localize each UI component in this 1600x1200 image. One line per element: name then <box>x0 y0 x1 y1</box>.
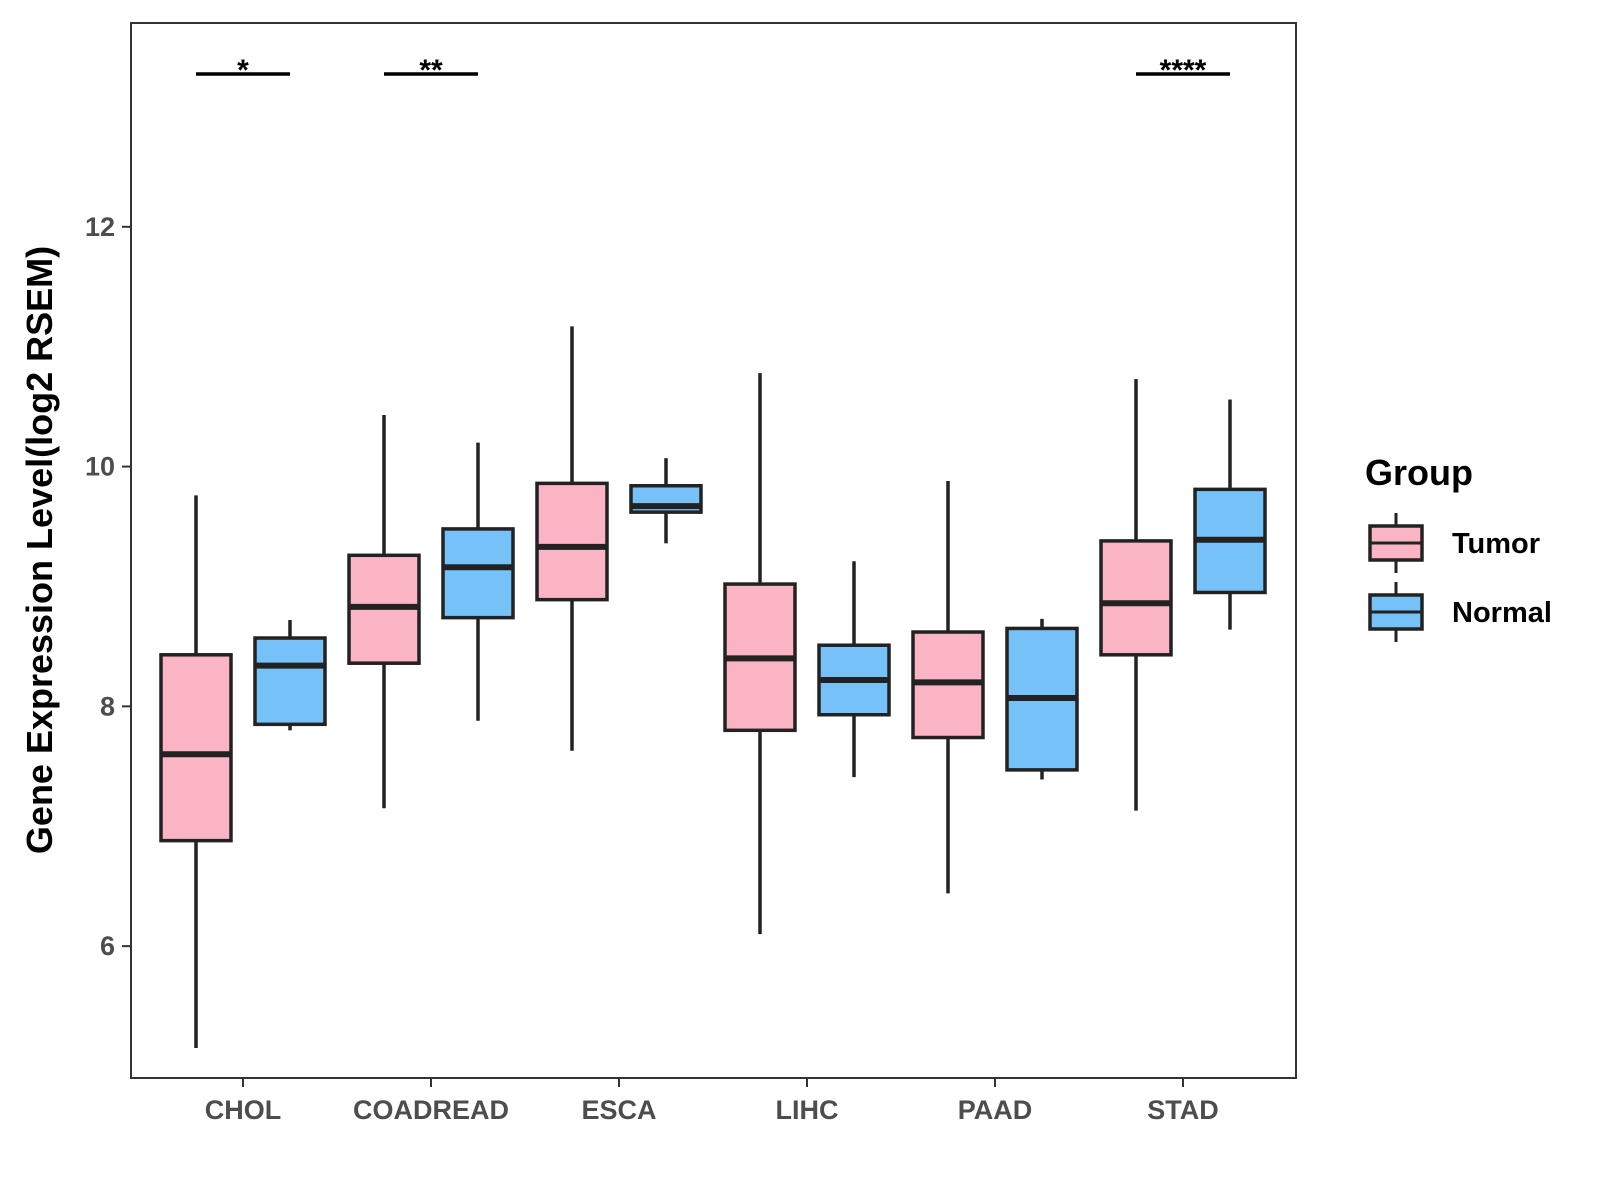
legend-label: Normal <box>1452 597 1552 629</box>
y-tick-label: 6 <box>100 931 115 961</box>
box-normal-coadread <box>441 442 515 721</box>
box-body <box>1099 539 1173 657</box>
y-tick-label: 8 <box>100 691 115 721</box>
box-series <box>159 326 1267 1049</box>
x-tick-label: LIHC <box>776 1095 839 1125</box>
significance-label: ** <box>419 54 443 87</box>
significance-label: **** <box>1160 54 1207 87</box>
x-tick-label: STAD <box>1147 1095 1219 1125</box>
box-body <box>441 527 515 620</box>
y-axis: 6 8 10 12 <box>85 212 131 961</box>
x-tick-label: ESCA <box>581 1095 656 1125</box>
y-tick-label: 10 <box>85 452 115 482</box>
box-normal-chol <box>253 620 327 731</box>
box-tumor-coadread <box>347 415 421 809</box>
box-tumor-paad <box>911 480 985 894</box>
box-tumor-lihc <box>723 373 797 935</box>
significance-annotations: * ** **** <box>196 54 1230 87</box>
box-tumor-stad <box>1099 379 1173 811</box>
legend-title: Group <box>1365 452 1473 493</box>
x-tick-label: CHOL <box>205 1095 282 1125</box>
legend-entry-tumor: Tumor <box>1368 513 1540 573</box>
box-normal-lihc <box>817 561 891 778</box>
x-tick-label: COADREAD <box>353 1095 509 1125</box>
legend: Group Tumor Normal <box>1365 452 1552 642</box>
legend-entry-normal: Normal <box>1368 582 1552 642</box>
box-normal-paad <box>1005 618 1079 780</box>
box-body <box>535 481 609 602</box>
box-normal-stad <box>1193 399 1267 630</box>
box-tumor-chol <box>159 495 233 1049</box>
box-body <box>159 653 233 843</box>
y-axis-title: Gene Expression Level(log2 RSEM) <box>19 246 60 854</box>
legend-label: Tumor <box>1452 528 1540 560</box>
box-normal-esca <box>629 458 703 544</box>
x-tick-label: PAAD <box>958 1095 1033 1125</box>
box-body <box>253 636 327 727</box>
y-tick-label: 12 <box>85 212 115 242</box>
box-tumor-esca <box>535 326 609 751</box>
significance-label: * <box>237 54 249 87</box>
x-axis: CHOL COADREAD ESCA LIHC PAAD STAD <box>205 1078 1219 1125</box>
